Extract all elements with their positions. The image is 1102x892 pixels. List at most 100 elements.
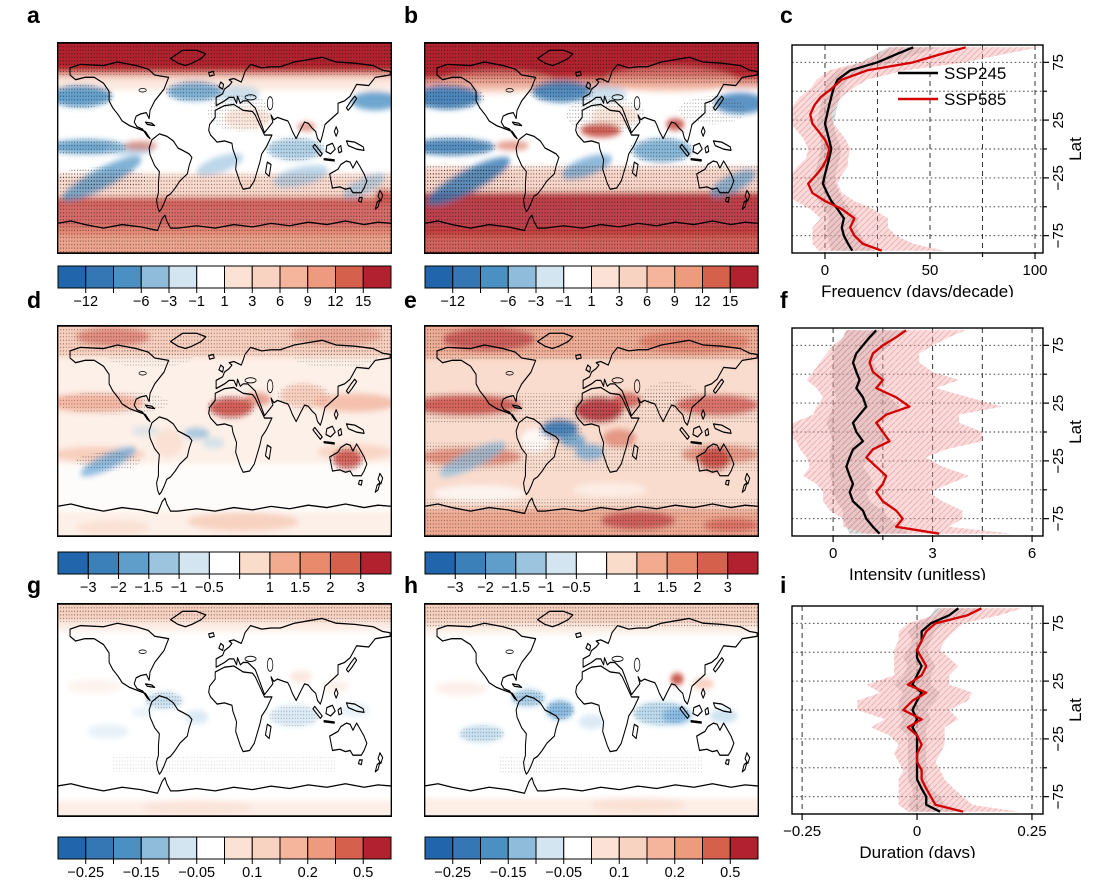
svg-text:9: 9 [304,294,312,309]
svg-text:−0.15: −0.15 [123,865,160,880]
svg-text:−0.25: −0.25 [434,865,471,880]
svg-text:1.5: 1.5 [657,580,677,595]
svg-text:0.5: 0.5 [720,865,740,880]
svg-text:0.5: 0.5 [353,865,373,880]
svg-text:−12: −12 [440,294,465,309]
svg-text:−3: −3 [447,580,464,595]
svg-text:15: 15 [355,294,371,309]
svg-text:2: 2 [326,580,334,595]
panel-label-f: f [780,287,788,313]
svg-text:0: 0 [829,545,837,562]
svg-text:Lat: Lat [1066,698,1085,722]
svg-text:3: 3 [615,294,623,309]
svg-text:1.5: 1.5 [290,580,310,595]
svg-text:9: 9 [671,294,679,309]
svg-text:6: 6 [1028,545,1036,562]
plot-intensity: 0 3 6 75 25 −25 −75 Intensity (unitless) Lat [791,327,1085,580]
svg-text:−1.5: −1.5 [502,580,531,595]
svg-text:0: 0 [821,262,829,279]
map-panel-d [57,325,392,537]
svg-text:−75: −75 [1050,784,1067,809]
svg-text:25: 25 [1050,112,1067,129]
svg-text:0.2: 0.2 [665,865,685,880]
colorbar-row3-right: −0.25 −0.15 −0.05 0.1 0.2 0.5 [424,836,759,880]
plot-duration: −0.25 0 0.25 75 25 −25 −75 Duration (days) Lat [783,605,1085,858]
svg-text:3: 3 [248,294,256,309]
svg-text:75: 75 [1050,337,1067,354]
svg-text:0.25: 0.25 [1017,823,1046,840]
colorbar-row1-left: −12 −6 −3 −1 1 3 6 9 12 15 [57,265,392,309]
svg-text:Intensity (unitless): Intensity (unitless) [849,565,986,580]
svg-text:−6: −6 [133,294,150,309]
svg-text:1: 1 [220,294,228,309]
svg-text:−0.25: −0.25 [67,865,104,880]
svg-text:−3: −3 [161,294,178,309]
svg-text:−25: −25 [1050,165,1067,190]
svg-text:−75: −75 [1050,223,1067,248]
svg-text:6: 6 [643,294,651,309]
panel-label-g: g [27,572,42,598]
panel-label-a: a [27,2,40,28]
svg-text:−0.05: −0.05 [545,865,582,880]
svg-text:Lat: Lat [1066,137,1085,161]
map-panel-h [424,603,759,817]
colorbar-row1-right: −12 −6 −3 −1 1 3 6 9 12 15 [424,265,759,309]
svg-text:−2: −2 [110,580,127,595]
svg-text:1: 1 [266,580,274,595]
svg-text:3: 3 [357,580,365,595]
panel-label-d: d [27,287,42,313]
panel-label-c: c [780,2,793,28]
svg-text:25: 25 [1050,395,1067,412]
colorbar-row2-left: −3 −2 −1.5 −1 −0.5 1 1.5 2 3 [57,551,392,595]
svg-text:15: 15 [722,294,738,309]
svg-text:−2: −2 [477,580,494,595]
svg-text:0.2: 0.2 [298,865,318,880]
svg-text:−1: −1 [171,580,188,595]
panel-label-i: i [780,572,787,598]
svg-text:0.1: 0.1 [609,865,629,880]
svg-text:Lat: Lat [1066,420,1085,444]
colorbar-row3-left: −0.25 −0.15 −0.05 0.1 0.2 0.5 [57,836,392,880]
svg-text:−25: −25 [1050,448,1067,473]
panel-label-b: b [404,2,419,28]
svg-text:−75: −75 [1050,506,1067,531]
svg-text:1: 1 [633,580,641,595]
map-panel-a [57,42,392,254]
svg-text:25: 25 [1050,673,1067,690]
plot-frequency: 0 50 100 75 25 −25 −75 Frequency (days/decade) L… [791,44,1085,297]
svg-text:−6: −6 [500,294,517,309]
svg-text:75: 75 [1050,54,1067,71]
svg-text:3: 3 [928,545,936,562]
svg-text:SSP585: SSP585 [944,90,1006,109]
svg-text:−1: −1 [555,294,572,309]
colorbar-row2-right: −3 −2 −1.5 −1 −0.5 1 1.5 2 3 [424,551,759,595]
svg-text:50: 50 [922,262,939,279]
svg-text:0: 0 [913,823,921,840]
svg-text:−3: −3 [528,294,545,309]
panel-label-h: h [404,572,419,598]
svg-text:−0.5: −0.5 [562,580,591,595]
svg-text:−0.15: −0.15 [490,865,527,880]
map-panel-g [57,603,392,817]
svg-text:−25: −25 [1050,726,1067,751]
svg-text:−3: −3 [80,580,97,595]
svg-text:0.1: 0.1 [242,865,262,880]
svg-text:−1: −1 [538,580,555,595]
svg-text:−0.5: −0.5 [195,580,224,595]
svg-text:−1: −1 [188,294,205,309]
svg-text:Duration (days): Duration (days) [859,843,975,858]
svg-text:Frequency (days/decade): Frequency (days/decade) [821,282,1014,297]
svg-text:−0.25: −0.25 [783,823,821,840]
map-panel-b [424,42,759,254]
svg-text:12: 12 [694,294,710,309]
svg-text:2: 2 [693,580,701,595]
svg-text:100: 100 [1023,262,1048,279]
svg-text:−12: −12 [73,294,98,309]
svg-text:−0.05: −0.05 [178,865,215,880]
svg-text:3: 3 [724,580,732,595]
panel-label-e: e [404,287,417,313]
svg-text:SSP245: SSP245 [944,64,1006,83]
svg-text:1: 1 [587,294,595,309]
svg-text:75: 75 [1050,615,1067,632]
